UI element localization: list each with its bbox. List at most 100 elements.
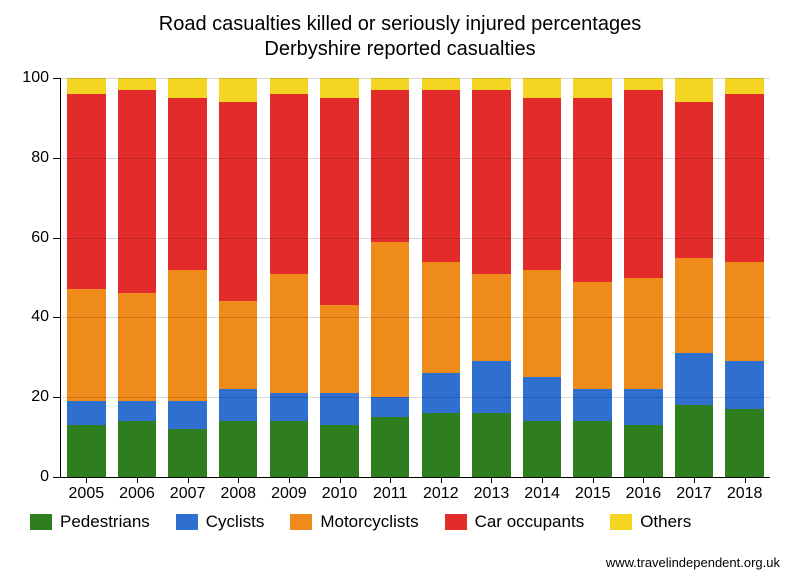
y-axis-label: 60 xyxy=(31,229,61,247)
chart-title-block: Road casualties killed or seriously inju… xyxy=(0,0,800,62)
y-axis-label: 0 xyxy=(40,468,61,486)
bar-segment-motorcyclists xyxy=(573,282,611,390)
y-axis-label: 100 xyxy=(22,69,61,87)
stacked-bar xyxy=(219,78,257,477)
bar-segment-others xyxy=(320,78,358,98)
bar-segment-cyclists xyxy=(472,361,510,413)
stacked-bar xyxy=(472,78,510,477)
bar-segment-motorcyclists xyxy=(624,278,662,390)
x-axis-label: 2008 xyxy=(220,477,256,503)
x-axis-label: 2009 xyxy=(271,477,307,503)
bar-segment-car_occupants xyxy=(67,94,105,290)
bar-segment-pedestrians xyxy=(320,425,358,477)
gridline xyxy=(61,158,770,159)
bar-segment-pedestrians xyxy=(573,421,611,477)
stacked-bar xyxy=(118,78,156,477)
x-axis-label: 2013 xyxy=(474,477,510,503)
bar-segment-others xyxy=(725,78,763,94)
legend-swatch xyxy=(610,514,632,530)
legend-label: Car occupants xyxy=(475,512,585,532)
stacked-bar xyxy=(270,78,308,477)
bar-segment-motorcyclists xyxy=(523,270,561,378)
bar-segment-car_occupants xyxy=(320,98,358,305)
bar-segment-cyclists xyxy=(118,401,156,421)
gridline xyxy=(61,317,770,318)
bar-segment-motorcyclists xyxy=(67,289,105,401)
x-axis-label: 2016 xyxy=(626,477,662,503)
bar-segment-motorcyclists xyxy=(168,270,206,402)
y-axis-label: 20 xyxy=(31,388,61,406)
bar-slot: 2005 xyxy=(61,78,112,477)
bar-segment-pedestrians xyxy=(371,417,409,477)
legend-swatch xyxy=(290,514,312,530)
bar-segment-car_occupants xyxy=(523,98,561,270)
x-axis-label: 2010 xyxy=(322,477,358,503)
legend-swatch xyxy=(30,514,52,530)
bar-segment-car_occupants xyxy=(573,98,611,282)
bar-segment-pedestrians xyxy=(219,421,257,477)
bar-segment-others xyxy=(118,78,156,90)
stacked-bar xyxy=(371,78,409,477)
bar-segment-others xyxy=(422,78,460,90)
bar-slot: 2018 xyxy=(719,78,770,477)
bar-segment-cyclists xyxy=(624,389,662,425)
bar-slot: 2014 xyxy=(517,78,568,477)
bar-segment-motorcyclists xyxy=(118,293,156,401)
x-axis-label: 2007 xyxy=(170,477,206,503)
bar-segment-car_occupants xyxy=(725,94,763,262)
bar-segment-car_occupants xyxy=(118,90,156,293)
x-axis-label: 2015 xyxy=(575,477,611,503)
legend-label: Pedestrians xyxy=(60,512,150,532)
bar-slot: 2017 xyxy=(669,78,720,477)
bar-segment-car_occupants xyxy=(675,102,713,258)
legend-item-car_occupants: Car occupants xyxy=(445,512,585,532)
stacked-bar xyxy=(624,78,662,477)
chart-title-line-1: Road casualties killed or seriously inju… xyxy=(0,12,800,37)
stacked-bar xyxy=(523,78,561,477)
bar-segment-motorcyclists xyxy=(320,305,358,393)
stacked-bar xyxy=(675,78,713,477)
y-axis-label: 80 xyxy=(31,149,61,167)
bars-container: 2005200620072008200920102011201220132014… xyxy=(61,78,770,477)
bar-slot: 2015 xyxy=(567,78,618,477)
plot-area: 2005200620072008200920102011201220132014… xyxy=(60,78,770,478)
bar-segment-car_occupants xyxy=(270,94,308,274)
bar-slot: 2007 xyxy=(162,78,213,477)
legend-label: Others xyxy=(640,512,691,532)
bar-segment-others xyxy=(675,78,713,102)
x-axis-label: 2017 xyxy=(676,477,712,503)
gridline xyxy=(61,238,770,239)
bar-segment-car_occupants xyxy=(422,90,460,262)
source-text: www.travelindependent.org.uk xyxy=(606,555,780,570)
legend-swatch xyxy=(176,514,198,530)
bar-segment-others xyxy=(67,78,105,94)
bar-segment-pedestrians xyxy=(67,425,105,477)
bar-segment-others xyxy=(573,78,611,98)
bar-segment-car_occupants xyxy=(219,102,257,302)
stacked-bar xyxy=(422,78,460,477)
bar-segment-pedestrians xyxy=(168,429,206,477)
bar-slot: 2008 xyxy=(213,78,264,477)
stacked-bar xyxy=(725,78,763,477)
bar-segment-car_occupants xyxy=(624,90,662,278)
bar-slot: 2006 xyxy=(112,78,163,477)
bar-segment-car_occupants xyxy=(168,98,206,270)
legend-item-others: Others xyxy=(610,512,691,532)
legend: PedestriansCyclistsMotorcyclistsCar occu… xyxy=(30,512,770,532)
bar-segment-others xyxy=(168,78,206,98)
bar-segment-motorcyclists xyxy=(219,301,257,389)
bar-segment-motorcyclists xyxy=(270,274,308,394)
bar-segment-pedestrians xyxy=(523,421,561,477)
bar-segment-others xyxy=(270,78,308,94)
stacked-bar xyxy=(67,78,105,477)
gridline xyxy=(61,397,770,398)
bar-segment-others xyxy=(624,78,662,90)
bar-segment-others xyxy=(219,78,257,102)
legend-item-cyclists: Cyclists xyxy=(176,512,265,532)
x-axis-label: 2011 xyxy=(373,477,407,503)
bar-segment-pedestrians xyxy=(675,405,713,477)
stacked-bar xyxy=(573,78,611,477)
bar-segment-cyclists xyxy=(523,377,561,421)
legend-swatch xyxy=(445,514,467,530)
stacked-bar xyxy=(320,78,358,477)
